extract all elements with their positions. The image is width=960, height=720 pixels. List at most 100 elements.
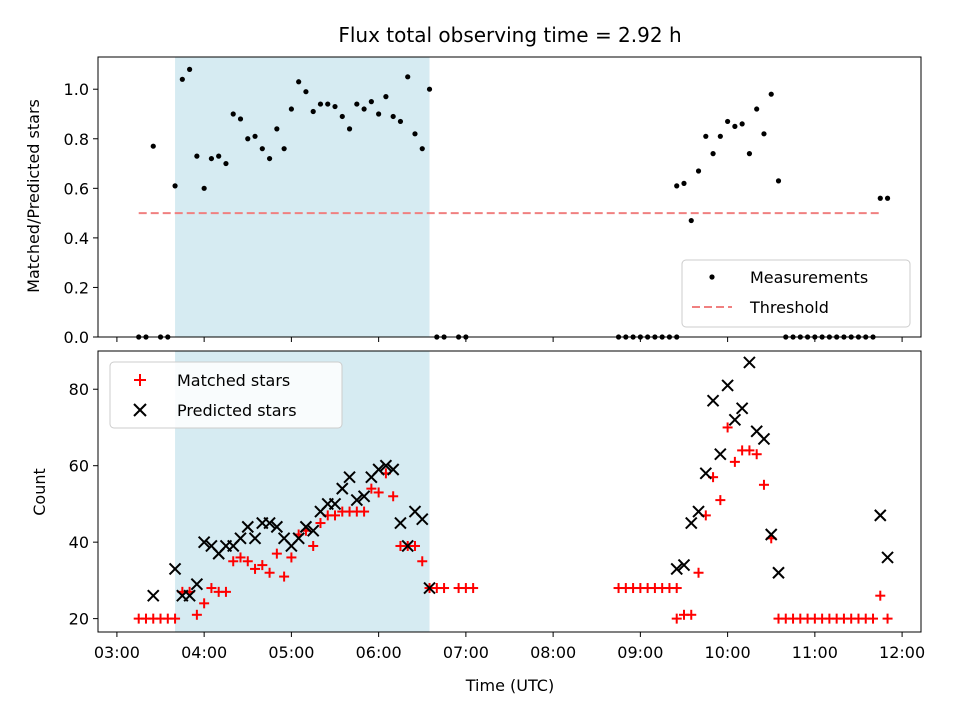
x-tick-label: 06:00 (356, 643, 402, 662)
measurement-point (703, 133, 709, 139)
predicted-star-point (328, 497, 342, 511)
x-tick-label: 10:00 (705, 643, 751, 662)
top-y-tick-label: 0.2 (64, 278, 89, 297)
measurement-point (259, 146, 265, 152)
predicted-star-point (183, 589, 196, 602)
x-tick-label: 09:00 (617, 643, 663, 662)
matched-star-point (439, 583, 450, 594)
predicted-star-point (714, 448, 727, 461)
measurement-point (187, 66, 193, 72)
measurement-point (201, 185, 207, 191)
measurement-point (426, 86, 433, 92)
x-tick-label: 11:00 (792, 643, 838, 662)
x-tick-label: 04:00 (181, 643, 227, 662)
predicted-star-point (881, 551, 894, 564)
measurement-point (397, 118, 404, 125)
measurement-point (346, 126, 353, 132)
matched-star-point (170, 613, 181, 624)
predicted-star-point (379, 459, 393, 472)
predicted-star-point (241, 520, 254, 534)
measurement-point (412, 131, 418, 137)
legend-predicted-label: Predicted stars (177, 401, 297, 420)
measurement-point (317, 101, 324, 107)
matched-star-point (744, 445, 755, 456)
matched-star-point (388, 491, 399, 502)
matched-star-point (671, 583, 682, 594)
matched-star-point (868, 613, 879, 624)
predicted-star-point (394, 516, 407, 530)
matched-star-point (729, 456, 740, 467)
matched-stars-series (133, 422, 893, 624)
measurement-point (281, 146, 287, 152)
x-tick-label: 08:00 (530, 643, 576, 662)
matched-star-point (242, 556, 253, 567)
matched-star-point (315, 518, 326, 529)
predicted-star-point (721, 379, 734, 392)
matched-star-point (271, 548, 282, 559)
matched-star-point (359, 506, 370, 517)
measurement-point (761, 131, 767, 137)
bottom-y-tick-label: 20 (69, 610, 89, 629)
top-y-tick-label: 0.8 (64, 130, 89, 149)
measurement-point (717, 133, 723, 139)
predicted-star-point (147, 589, 160, 602)
bottom-y-axis-label: Count (30, 468, 49, 516)
predicted-star-point (685, 516, 698, 530)
measurement-point (877, 195, 883, 201)
top-y-ticks: 0.0 0.2 0.4 0.6 0.8 1.0 (64, 80, 98, 347)
measurement-point (674, 183, 680, 189)
matched-star-point (882, 613, 893, 624)
predicted-star-point (692, 505, 705, 518)
top-plot-frame (97, 56, 922, 338)
predicted-star-point (299, 520, 313, 534)
predicted-star-point (401, 539, 414, 553)
top-y-tick-label: 0.6 (64, 179, 89, 198)
top-y-tick-label: 1.0 (64, 80, 89, 99)
bottom-plot-frame (97, 350, 922, 633)
matched-star-point (409, 540, 420, 551)
measurement-point (310, 108, 316, 115)
matched-star-point (417, 556, 428, 567)
top-legend: Measurements Threshold (681, 259, 911, 328)
measurement-point (768, 91, 774, 97)
matched-star-point (199, 598, 210, 609)
top-y-tick-label: 0.0 (64, 328, 89, 347)
matched-star-point (373, 487, 384, 498)
matched-star-point (751, 449, 762, 460)
matched-star-point (257, 560, 268, 571)
predicted-star-point (168, 562, 182, 576)
predicted-star-point (874, 509, 887, 522)
measurement-point (230, 111, 236, 117)
predicted-star-point (350, 493, 364, 507)
bottom-y-tick-label: 60 (69, 457, 89, 476)
measurement-point (296, 79, 302, 85)
predicted-star-point (728, 413, 742, 427)
bottom-y-ticks: 20 40 60 80 (69, 380, 98, 629)
measurement-point (274, 126, 280, 132)
chart-title: Flux total observing time = 2.92 h (338, 23, 681, 47)
legend-measurements-label: Measurements (750, 268, 868, 287)
matched-star-point (722, 422, 733, 433)
top-panel: Flux total observing time = 2.92 h 0.0 0.… (24, 23, 922, 347)
predicted-star-point (234, 532, 247, 545)
x-tick-label: 03:00 (94, 643, 140, 662)
predicted-star-point (248, 532, 262, 545)
predicted-star-point (357, 490, 371, 503)
matched-star-point (308, 540, 319, 551)
predicted-star-point (706, 394, 720, 407)
measurement-point (376, 111, 382, 117)
measurement-point (332, 103, 338, 110)
measurement-point (405, 74, 411, 80)
legend-matched-marker (134, 374, 146, 386)
measurement-point (695, 168, 702, 174)
matched-star-point (220, 586, 231, 597)
matched-star-point (366, 483, 377, 494)
x-tick-label: 07:00 (443, 643, 489, 662)
legend-predicted-marker (133, 403, 147, 417)
predicted-star-point (190, 578, 204, 591)
x-tick-label: 05:00 (268, 643, 314, 662)
measurement-point (223, 160, 229, 167)
predicted-star-point (386, 463, 400, 476)
